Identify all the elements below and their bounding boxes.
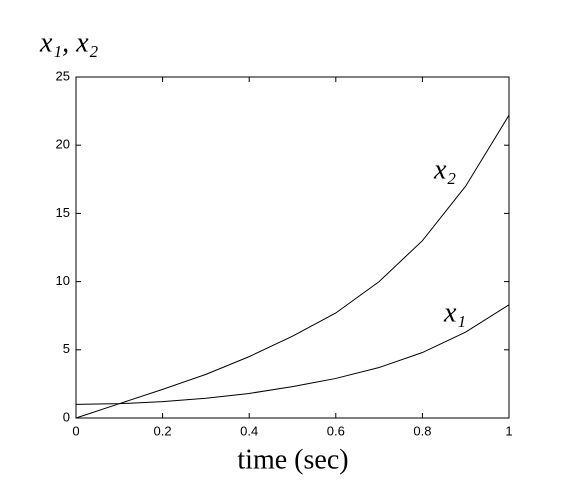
x-tick-label: 0.6 [327,423,345,438]
x-tick-label: 0 [72,423,79,438]
series-label: x₁ [443,297,466,328]
x-axis-label: time (sec) [237,444,348,475]
x-tick-label: 0.8 [413,423,431,438]
y-tick-label: 15 [56,205,70,220]
series-label: x₂ [433,154,456,185]
series-line [75,114,510,419]
y-tick-label: 25 [56,68,70,83]
y-tick-label: 20 [56,137,70,152]
y-tick-label: 10 [56,273,70,288]
y-tick-label: 5 [63,341,70,356]
y-tick-label: 0 [63,409,70,424]
x-tick-label: 0.4 [240,423,258,438]
x-tick-label: 0.2 [154,423,172,438]
axes-box [75,76,510,419]
series-line [75,304,510,405]
x-tick-label: 1 [505,423,512,438]
y-axis-label: x₁, x₂ [39,27,99,58]
